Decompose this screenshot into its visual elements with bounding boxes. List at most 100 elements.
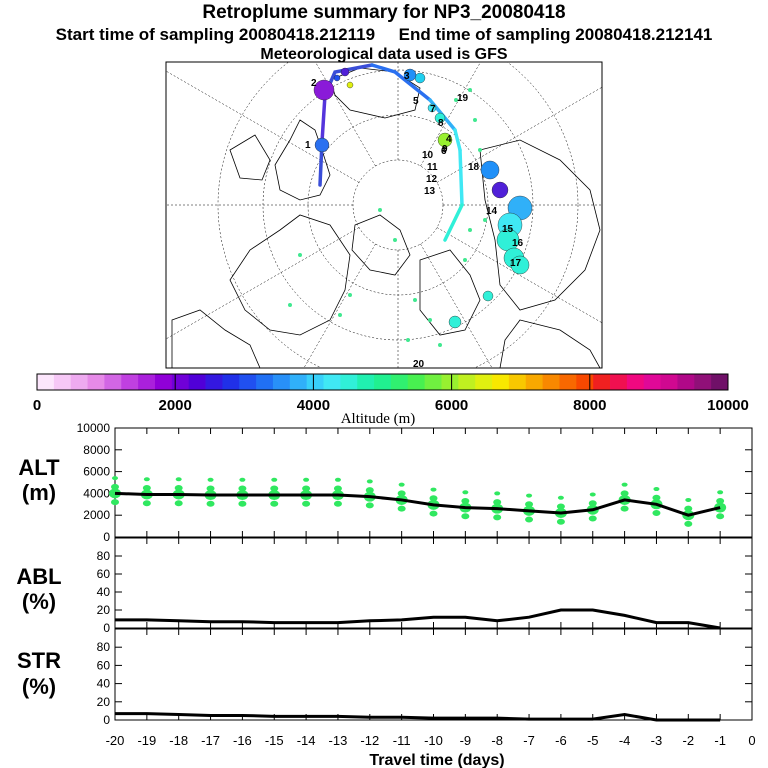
y-tick-label: 20	[97, 695, 111, 709]
x-tick-label: -3	[651, 733, 663, 748]
coastline	[499, 319, 601, 368]
colorbar-swatch	[508, 374, 527, 390]
track-label: 13	[424, 186, 436, 197]
plume-dot	[468, 88, 472, 92]
colorbar-swatch	[525, 374, 544, 390]
coastline	[171, 309, 261, 368]
track-label: 5	[413, 96, 419, 107]
altitude-blob	[142, 500, 151, 507]
plume-dot	[428, 318, 432, 322]
colorbar-swatch	[424, 374, 442, 390]
colorbar-swatch	[559, 374, 577, 390]
y-tick-label: 0	[103, 713, 110, 727]
colorbar-swatch	[390, 374, 409, 390]
y-axis-unit: (m)	[22, 480, 56, 505]
altitude-blob	[462, 490, 469, 495]
plume-circle	[346, 81, 354, 89]
altitude-blob	[302, 500, 311, 507]
altitude-blob	[653, 487, 660, 492]
colorbar-swatch	[542, 374, 560, 390]
altitude-blob	[494, 491, 501, 496]
y-tick-label: 40	[97, 585, 111, 599]
y-tick-label: 8000	[83, 443, 110, 457]
track-label: 20	[413, 359, 425, 370]
panel-frame	[114, 537, 753, 629]
map-frame	[165, 61, 603, 369]
colorbar-swatch	[340, 374, 358, 390]
plume-dot	[288, 303, 292, 307]
track-label: 8	[438, 118, 444, 129]
y-axis-label: STR	[17, 648, 61, 673]
colorbar-swatch	[492, 374, 510, 390]
track-label: 7	[430, 104, 436, 115]
track-label: 15	[502, 224, 514, 235]
colorbar-tick-label: 2000	[159, 397, 192, 414]
altitude-blob	[270, 485, 279, 492]
plume-dot	[406, 338, 410, 342]
altitude-blob	[557, 495, 564, 500]
plume-dot	[298, 253, 302, 257]
altitude-blob	[111, 483, 119, 490]
plume-circle	[437, 132, 453, 148]
panel-abl: 0 20 40 60 80 ABL(%)	[16, 537, 753, 635]
coastline	[229, 214, 351, 336]
altitude-blob	[716, 498, 725, 505]
altitude-blob	[112, 476, 118, 481]
colorbar-swatch	[87, 374, 105, 390]
plume-dot	[393, 238, 397, 242]
altitude-blob	[397, 505, 406, 512]
altitude-blob	[652, 494, 661, 501]
altitude-blob	[589, 492, 596, 497]
plume-dot	[338, 313, 342, 317]
plume-dot	[413, 298, 417, 302]
altitude-blob	[238, 485, 247, 492]
plume-circle	[480, 160, 500, 180]
track-label: 14	[486, 206, 498, 217]
track-label: 16	[512, 238, 524, 249]
altitude-blob	[333, 500, 342, 507]
plume-dot	[438, 343, 442, 347]
altitude-blob	[398, 482, 405, 487]
altitude-blob	[685, 497, 692, 502]
x-tick-label: -15	[265, 733, 284, 748]
colorbar-swatch	[593, 374, 611, 390]
y-axis-label: ALT	[18, 455, 60, 480]
altitude-blob	[461, 498, 470, 505]
colorbar-swatch	[475, 374, 493, 390]
y-tick-label: 80	[97, 640, 111, 654]
colorbar-swatch	[610, 374, 628, 390]
trajectory-segment	[458, 148, 464, 207]
colorbar-swatch	[374, 374, 392, 390]
altitude-blob	[142, 484, 151, 491]
plume-dot	[348, 293, 352, 297]
colorbar-swatch	[205, 374, 223, 390]
altitude-blob	[652, 510, 661, 517]
x-tick-label: -18	[169, 733, 188, 748]
altitude-blob	[207, 477, 214, 482]
altitude-blob	[397, 490, 406, 497]
x-tick-label: -10	[424, 733, 443, 748]
colorbar-swatch	[576, 374, 594, 390]
y-tick-label: 20	[97, 603, 111, 617]
colorbar-tick-label: 0	[33, 397, 41, 414]
colorbar: 0 2000 4000 6000 8000 10000 Altitude (m)	[33, 373, 749, 427]
altitude-blob	[271, 477, 278, 482]
altitude-blob	[334, 477, 341, 482]
colorbar-tick-label: 4000	[297, 397, 330, 414]
track-label: 12	[426, 174, 438, 185]
x-tick-label: -17	[201, 733, 220, 748]
track-label: 18	[468, 162, 480, 173]
altitude-blob	[270, 500, 279, 507]
altitude-blob	[588, 515, 597, 522]
colorbar-swatch	[643, 374, 661, 390]
altitude-blob	[303, 477, 310, 482]
colorbar-swatch	[121, 374, 139, 390]
coastline	[479, 139, 601, 311]
colorbar-tick-label: 8000	[573, 397, 606, 414]
series-line	[115, 712, 721, 722]
colorbar-swatch	[37, 374, 55, 390]
met-data-label: Meteorological data used is GFS	[260, 46, 508, 63]
plot-title: Retroplume summary for NP3_20080418	[202, 2, 566, 23]
x-tick-label: -14	[297, 733, 316, 748]
coastline	[419, 249, 481, 336]
